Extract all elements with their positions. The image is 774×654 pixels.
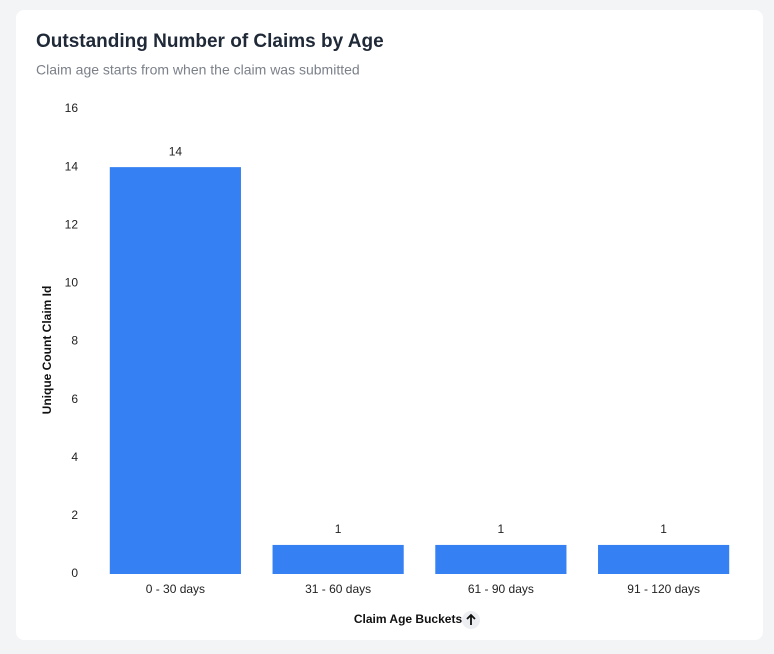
y-tick-label: 8: [71, 334, 78, 348]
x-axis-title: Claim Age Buckets: [354, 612, 463, 626]
bar: [109, 167, 241, 574]
y-tick-label: 12: [65, 217, 79, 231]
chart-title: Outstanding Number of Claims by Age: [36, 31, 384, 52]
y-tick-label: 14: [65, 159, 79, 173]
sort-button[interactable]: [462, 611, 480, 629]
x-tick-label: 61 - 90 days: [468, 582, 534, 596]
bar: [272, 544, 404, 574]
sort-arrow-icon[interactable]: [466, 613, 476, 625]
data-label: 1: [660, 522, 667, 536]
data-label: 1: [498, 522, 505, 536]
bar: [435, 544, 567, 574]
data-label: 1: [335, 522, 342, 536]
x-tick-label: 31 - 60 days: [305, 582, 371, 596]
y-tick-label: 0: [71, 566, 78, 580]
bar: [598, 544, 730, 574]
y-tick-label: 6: [71, 392, 78, 406]
chart-subtitle: Claim age starts from when the claim was…: [36, 62, 360, 78]
y-axis-title: Unique Count Claim Id: [40, 286, 54, 415]
y-tick-label: 10: [65, 276, 79, 290]
y-tick-label: 4: [71, 450, 78, 464]
y-tick-label: 2: [71, 508, 78, 522]
x-tick-label: 91 - 120 days: [627, 582, 700, 596]
data-label: 14: [169, 144, 183, 158]
x-tick-label: 0 - 30 days: [146, 582, 205, 596]
y-tick-label: 16: [65, 101, 79, 115]
